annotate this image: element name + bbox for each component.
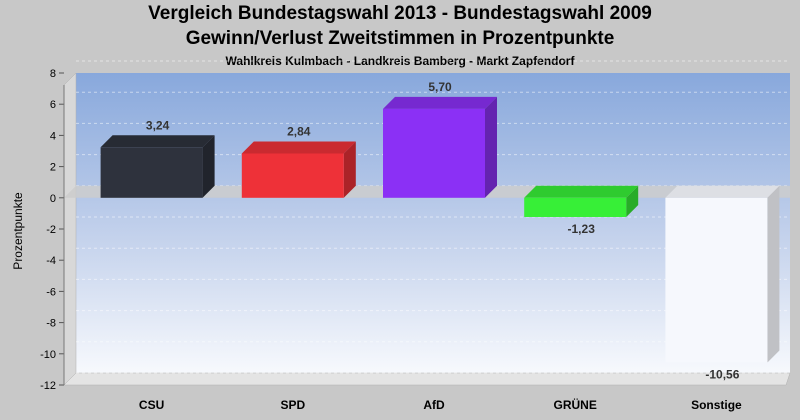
y-tick-label: -12 bbox=[40, 380, 56, 392]
y-tick-label: -4 bbox=[46, 255, 56, 267]
x-tick-label: Sonstige bbox=[691, 398, 742, 412]
plot-side-wall bbox=[63, 72, 77, 386]
data-label: 5,70 bbox=[428, 80, 452, 94]
y-tick-label: 6 bbox=[50, 99, 56, 111]
bar-top bbox=[100, 135, 215, 148]
chart-subtitle: Gewinn/Verlust Zweitstimmen in Prozentpu… bbox=[185, 28, 615, 49]
bar-front bbox=[100, 147, 203, 198]
bar-top bbox=[665, 185, 780, 198]
y-tick-label: -6 bbox=[46, 286, 56, 298]
bar-afd bbox=[383, 96, 497, 198]
y-tick-label: 4 bbox=[50, 130, 56, 142]
plot-floor bbox=[63, 372, 791, 386]
x-tick-label: CSU bbox=[139, 398, 164, 412]
bar-sonstige bbox=[665, 185, 780, 363]
x-tick-label: AfD bbox=[423, 398, 445, 412]
bar-side bbox=[485, 96, 497, 198]
bar-front bbox=[241, 153, 344, 198]
bar-top bbox=[241, 141, 356, 154]
bar-side bbox=[626, 185, 639, 217]
bar-side bbox=[202, 135, 215, 198]
y-tick-label: 2 bbox=[50, 162, 56, 174]
data-label: 3,24 bbox=[146, 118, 170, 132]
data-label: -1,23 bbox=[568, 222, 596, 236]
y-tick-label: -8 bbox=[46, 318, 56, 330]
bar-grüne bbox=[524, 185, 639, 217]
bar-front bbox=[665, 197, 768, 363]
chart-title: Vergleich Bundestagswahl 2013 - Bundesta… bbox=[148, 3, 652, 24]
y-axis-label: Prozentpunkte bbox=[11, 192, 25, 270]
bar-side bbox=[767, 185, 780, 363]
bar-spd bbox=[241, 141, 356, 198]
y-tick-label: -10 bbox=[40, 349, 56, 361]
bar-top bbox=[383, 96, 497, 109]
bar-csu bbox=[100, 135, 215, 198]
bar-top bbox=[524, 185, 639, 198]
y-tick-label: -2 bbox=[46, 224, 56, 236]
x-tick-label: SPD bbox=[280, 398, 305, 412]
bar-side bbox=[343, 141, 356, 198]
data-label: 2,84 bbox=[287, 124, 311, 138]
bar-front bbox=[383, 108, 485, 198]
x-tick-label: GRÜNE bbox=[554, 397, 597, 412]
y-tick-label: 0 bbox=[50, 193, 56, 205]
bar-front bbox=[524, 197, 627, 217]
data-label: -10,56 bbox=[705, 368, 739, 382]
y-tick-label: 8 bbox=[50, 68, 56, 80]
